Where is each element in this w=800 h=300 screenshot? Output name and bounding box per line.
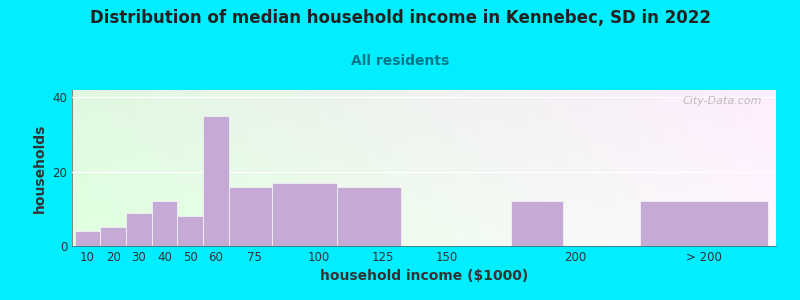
Bar xyxy=(152,201,178,246)
Bar xyxy=(229,187,273,246)
Text: Distribution of median household income in Kennebec, SD in 2022: Distribution of median household income … xyxy=(90,9,710,27)
Bar xyxy=(74,231,100,246)
Bar xyxy=(511,201,562,246)
Bar xyxy=(203,116,229,246)
Bar xyxy=(178,216,203,246)
Bar xyxy=(640,201,768,246)
X-axis label: household income ($1000): household income ($1000) xyxy=(320,269,528,284)
Bar xyxy=(126,213,152,246)
Text: All residents: All residents xyxy=(351,54,449,68)
Bar xyxy=(100,227,126,246)
Y-axis label: households: households xyxy=(33,123,46,213)
Bar xyxy=(273,183,337,246)
Text: City-Data.com: City-Data.com xyxy=(682,96,762,106)
Bar xyxy=(337,187,401,246)
